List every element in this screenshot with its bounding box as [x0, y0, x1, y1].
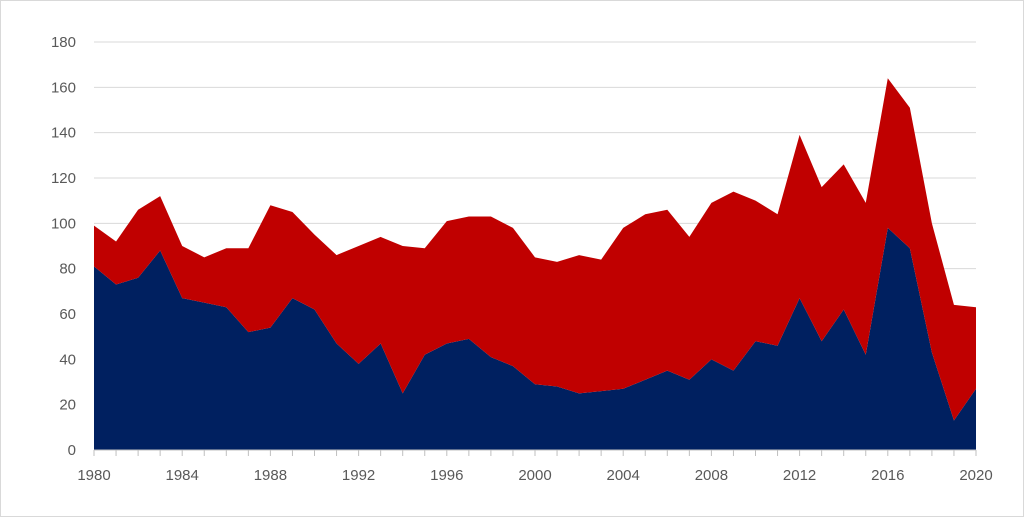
y-tick-label: 60 — [59, 306, 76, 323]
y-tick-label: 0 — [68, 442, 76, 459]
x-tick-label: 2016 — [871, 467, 904, 484]
y-tick-label: 140 — [51, 125, 76, 142]
y-tick-label: 80 — [59, 261, 76, 278]
x-tick-label: 1988 — [254, 467, 287, 484]
y-tick-label: 160 — [51, 79, 76, 96]
series-area-1 — [94, 227, 976, 450]
x-tick-label: 1992 — [342, 467, 375, 484]
y-tick-label: 120 — [51, 170, 76, 187]
x-tick-label: 1980 — [77, 467, 110, 484]
series-areas — [94, 78, 976, 450]
y-tick-label: 100 — [51, 215, 76, 232]
y-tick-label: 20 — [59, 397, 76, 414]
x-tick-label: 2012 — [783, 467, 816, 484]
x-tick-label: 2000 — [518, 467, 551, 484]
y-tick-label: 40 — [59, 351, 76, 368]
x-tick-label: 2020 — [959, 467, 992, 484]
x-tick-label: 1996 — [430, 467, 463, 484]
x-tick-label: 1984 — [166, 467, 199, 484]
x-tick-label: 2008 — [695, 467, 728, 484]
x-axis-tick-labels: 1980 1984 1988 1992 1996 2000 2004 2008 2012 2016… — [77, 467, 992, 484]
series-area-2 — [94, 78, 976, 421]
axes — [93, 449, 977, 456]
y-tick-label: 180 — [51, 34, 76, 51]
x-tick-label: 2004 — [607, 467, 640, 484]
y-axis-tick-labels: 0 20 40 60 80 100 120 140 160 180 — [51, 34, 76, 459]
